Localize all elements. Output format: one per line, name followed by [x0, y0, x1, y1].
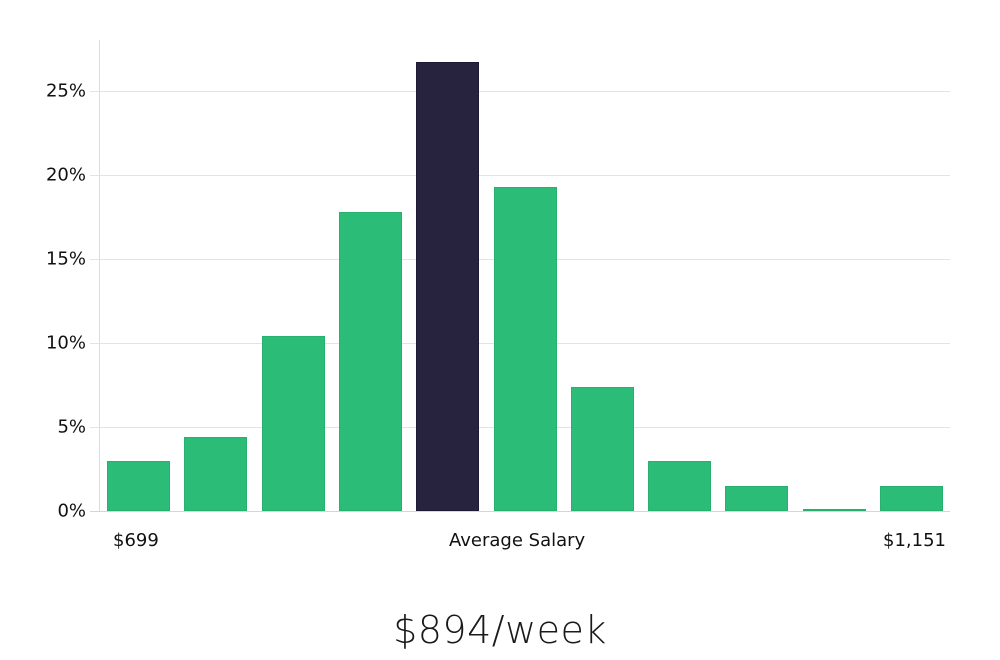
y-tick-label: 0% [57, 500, 86, 522]
x-max-label: $1,151 [883, 530, 946, 551]
average-weekly-salary: $894/week [393, 608, 607, 652]
bar [107, 460, 170, 511]
y-tick-label: 20% [45, 164, 86, 186]
bar-average-highlight [416, 62, 480, 511]
bar [261, 336, 325, 511]
gridline [90, 511, 950, 512]
y-tick-label: 15% [45, 248, 86, 270]
salary-histogram: 0% 5% 10% 15% 20% 25% $699 Average Salary $1,… [45, 40, 950, 551]
y-tick-label: 25% [45, 80, 86, 102]
bar [338, 211, 402, 511]
bar [184, 437, 248, 511]
bar [648, 460, 712, 511]
bar [493, 186, 557, 511]
x-min-label: $699 [113, 530, 159, 551]
x-axis-title: Average Salary [449, 530, 586, 551]
y-tick-label: 5% [57, 416, 86, 438]
gridline [90, 91, 950, 92]
gridline [90, 175, 950, 176]
bar [880, 485, 943, 511]
y-axis-line [99, 40, 100, 512]
y-tick-label: 10% [45, 332, 86, 354]
bar [802, 509, 866, 512]
bar [570, 386, 634, 511]
bar [725, 485, 789, 511]
